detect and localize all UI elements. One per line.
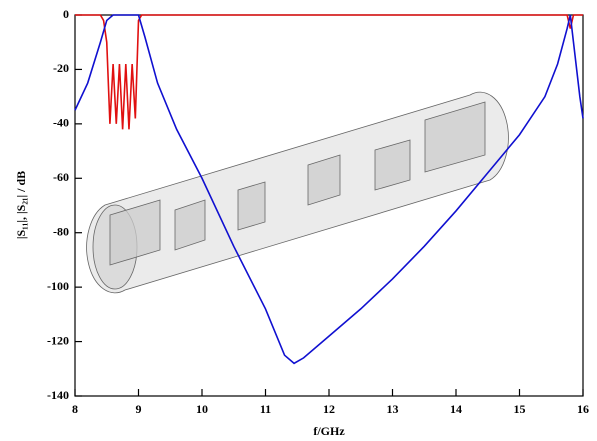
y-tick-label: -80 <box>53 224 69 238</box>
y-tick-label: -20 <box>53 61 69 75</box>
y-tick-label: 0 <box>63 7 69 21</box>
x-tick-label: 15 <box>514 402 526 416</box>
y-tick-label: -120 <box>47 333 69 347</box>
filter-illustration <box>86 91 509 294</box>
y-axis-label: |S₁₁|, |S₂₁| / dB <box>14 171 28 239</box>
x-tick-label: 8 <box>72 402 78 416</box>
y-tick-label: -140 <box>47 388 69 402</box>
y-tick-label: -40 <box>53 116 69 130</box>
y-tick-label: -60 <box>53 170 69 184</box>
series-line <box>75 14 583 130</box>
x-tick-label: 9 <box>136 402 142 416</box>
x-tick-label: 10 <box>196 402 208 416</box>
x-tick-label: 11 <box>260 402 271 416</box>
y-tick-label: -100 <box>47 279 69 293</box>
x-tick-label: 13 <box>387 402 399 416</box>
x-tick-label: 16 <box>577 402 589 416</box>
series-line <box>74 14 584 365</box>
x-axis-label: f/GHz <box>313 424 345 438</box>
x-tick-label: 14 <box>450 402 462 416</box>
x-tick-label: 12 <box>323 402 335 416</box>
